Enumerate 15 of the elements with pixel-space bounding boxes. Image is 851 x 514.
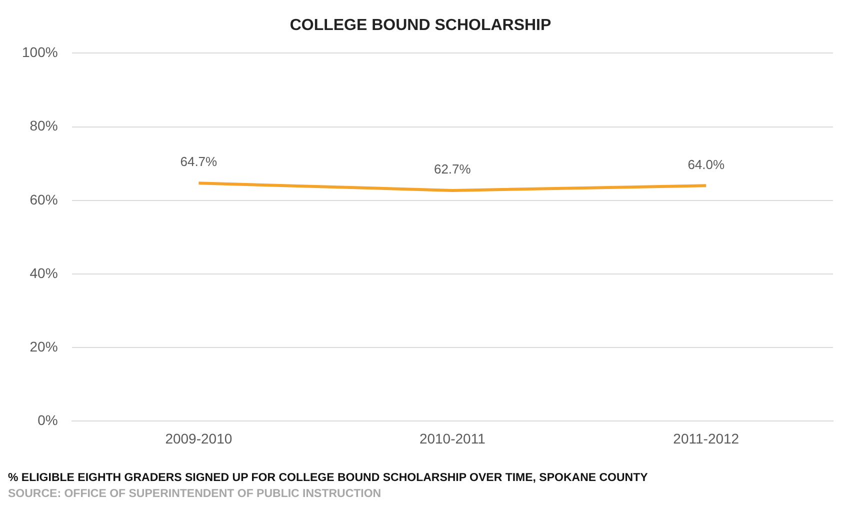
data-label: 62.7% [434, 162, 472, 177]
data-label: 64.7% [180, 154, 218, 170]
chart-title: COLLEGE BOUND SCHOLARSHIP [290, 17, 552, 34]
text: % ELIGIBLE EIGHTH GRADERS SIGNED UP FOR COLLEGE BOUND SCHOLARSHIP OVER TIME, SPOKANE COUNTY [8, 472, 649, 484]
x-tick-label: 2010-2011 [419, 430, 486, 446]
data-label: 64.0% [688, 156, 725, 172]
source-note: SOURCE: OFFICE OF SUPERINTENDENT OF PUBLIC INSTRUCTION [8, 488, 382, 500]
x-tick-label: 2009-2010 [165, 430, 232, 446]
y-tick-label: 20% [30, 338, 58, 354]
y-tick-label: 40% [30, 264, 58, 281]
x-tick-label: 2011-2012 [673, 430, 740, 446]
y-tick-label: 60% [30, 191, 58, 208]
y-tick-label: 80% [30, 118, 58, 134]
y-tick-label: 0% [38, 412, 58, 428]
y-tick-label: 100% [22, 44, 58, 60]
